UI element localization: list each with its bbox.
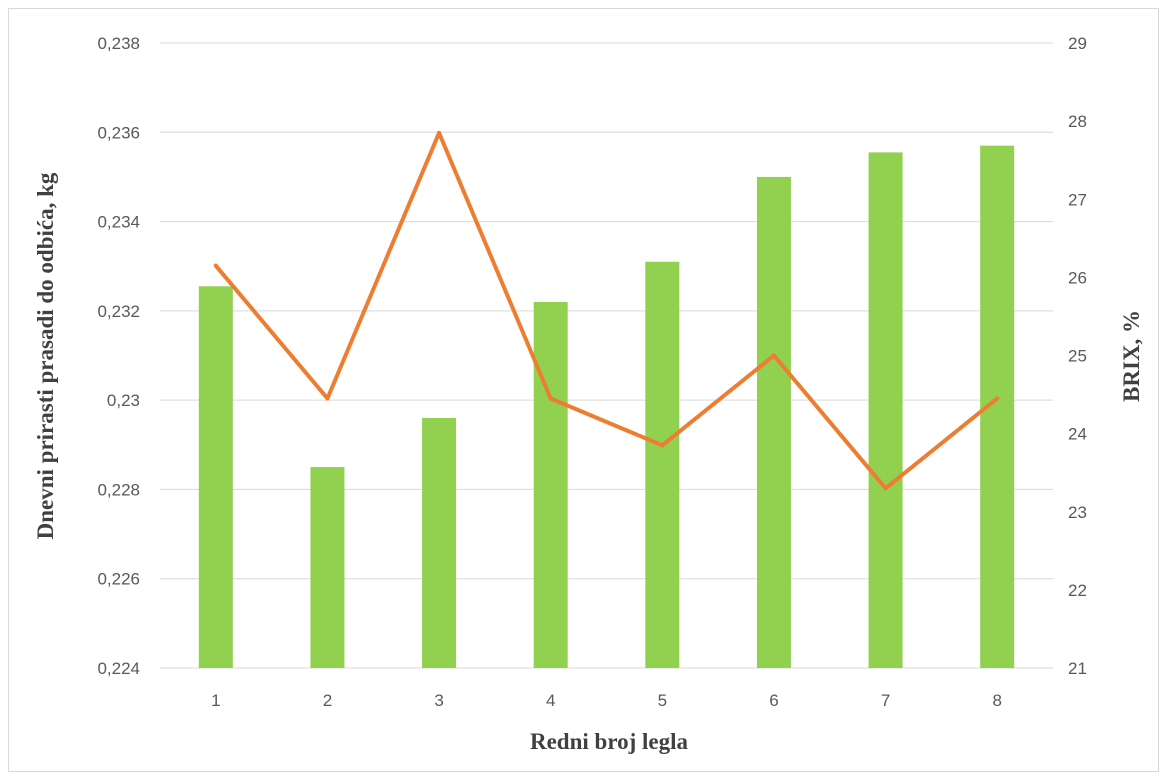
bar-series <box>198 145 1015 668</box>
line-point <box>883 486 888 491</box>
line-point <box>325 396 330 401</box>
y2-tick-label: 24 <box>1068 425 1087 444</box>
y2-tick-label: 22 <box>1068 581 1087 600</box>
x-tick-label: 7 <box>881 691 890 710</box>
line-path <box>213 130 1000 491</box>
y-axis-right-title: BRIX, % <box>1119 310 1144 402</box>
y2-tick-label: 25 <box>1068 347 1087 366</box>
y-axis-right-ticks: 21 22 23 24 25 26 27 28 29 <box>1068 34 1087 678</box>
y2-tick-label: 26 <box>1068 268 1087 287</box>
y-tick-label: 0,234 <box>97 213 140 232</box>
x-tick-label: 6 <box>769 691 778 710</box>
y2-tick-label: 28 <box>1068 112 1087 131</box>
line-point <box>437 130 442 135</box>
x-tick-label: 2 <box>323 691 332 710</box>
bar <box>198 286 233 668</box>
line-point <box>213 263 218 268</box>
bar <box>422 418 457 668</box>
x-axis-title: Redni broj legla <box>530 729 689 754</box>
y2-tick-label: 23 <box>1068 503 1087 522</box>
bar <box>533 301 568 668</box>
y-tick-label: 0,236 <box>97 123 140 142</box>
x-tick-label: 5 <box>658 691 667 710</box>
y2-tick-label: 27 <box>1068 190 1087 209</box>
y-tick-label: 0,228 <box>97 480 140 499</box>
y-axis-left-ticks: 0,224 0,226 0,228 0,23 0,232 0,234 0,236 0,238 <box>97 34 140 678</box>
bar <box>868 152 903 668</box>
y-tick-label: 0,23 <box>107 391 140 410</box>
bar <box>310 467 345 668</box>
y-tick-label: 0,226 <box>97 570 140 589</box>
y-tick-label: 0,238 <box>97 34 140 53</box>
line-point <box>660 443 665 448</box>
line-series <box>213 130 1000 491</box>
y-tick-label: 0,232 <box>97 302 140 321</box>
x-tick-label: 1 <box>211 691 220 710</box>
line-point <box>771 353 776 358</box>
line-point <box>995 396 1000 401</box>
bar <box>645 261 680 668</box>
y-axis-left-title: Dnevni prirasti prasadi do odbića, kg <box>33 172 58 539</box>
x-tick-label: 3 <box>434 691 443 710</box>
x-tick-label: 8 <box>992 691 1001 710</box>
line-point <box>548 396 553 401</box>
y2-tick-label: 21 <box>1068 659 1087 678</box>
x-tick-label: 4 <box>546 691 555 710</box>
bar <box>756 176 791 668</box>
x-axis-ticks: 1 2 3 4 5 6 7 8 <box>211 691 1002 710</box>
y-tick-label: 0,224 <box>97 659 140 678</box>
gridlines <box>160 42 1053 669</box>
y2-tick-label: 29 <box>1068 34 1087 53</box>
